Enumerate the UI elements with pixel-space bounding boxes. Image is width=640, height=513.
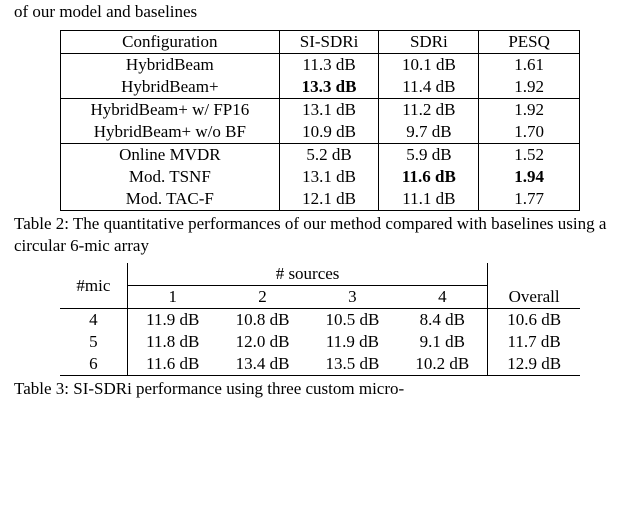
src-col-1: 1 xyxy=(127,286,217,309)
cell-sisdri: 13.3 dB xyxy=(279,76,379,99)
src-col-2: 2 xyxy=(218,286,308,309)
cell-src-4: 8.4 dB xyxy=(397,309,487,332)
table-3-row: 511.8 dB12.0 dB11.9 dB9.1 dB11.7 dB xyxy=(60,331,580,353)
cell-mic: 4 xyxy=(60,309,127,332)
cell-pesq: 1.70 xyxy=(479,121,580,144)
mic-header: #mic xyxy=(60,263,127,309)
cell-src-3: 10.5 dB xyxy=(307,309,397,332)
cell-sdri: 11.6 dB xyxy=(379,166,479,188)
table-3-caption: Table 3: SI-SDRi performance using three… xyxy=(14,378,626,400)
cell-src-1: 11.9 dB xyxy=(127,309,217,332)
cell-sisdri: 10.9 dB xyxy=(279,121,379,144)
col-sdri: SDRi xyxy=(379,31,479,54)
cell-sisdri: 13.1 dB xyxy=(279,99,379,122)
cell-pesq: 1.52 xyxy=(479,144,580,167)
cell-config: Mod. TSNF xyxy=(61,166,280,188)
table-3: #mic # sources 1 2 3 4 Overall 411.9 dB1… xyxy=(60,263,580,376)
cell-config: HybridBeam+ w/o BF xyxy=(61,121,280,144)
overall-header-blank xyxy=(488,263,580,286)
table-3-row: 611.6 dB13.4 dB13.5 dB10.2 dB12.9 dB xyxy=(60,353,580,376)
table-2-caption: Table 2: The quantitative performances o… xyxy=(14,213,626,257)
cell-mic: 5 xyxy=(60,331,127,353)
table-2-row: HybridBeam11.3 dB10.1 dB1.61 xyxy=(61,54,580,77)
table-3-header-row-1: #mic # sources xyxy=(60,263,580,286)
cell-src-4: 10.2 dB xyxy=(397,353,487,376)
cell-src-2: 13.4 dB xyxy=(218,353,308,376)
cell-src-3: 13.5 dB xyxy=(307,353,397,376)
sources-header: # sources xyxy=(127,263,487,286)
overall-header: Overall xyxy=(488,286,580,309)
table-2-row: HybridBeam+ w/o BF10.9 dB9.7 dB1.70 xyxy=(61,121,580,144)
cell-pesq: 1.61 xyxy=(479,54,580,77)
table-2-row: HybridBeam+ w/ FP1613.1 dB11.2 dB1.92 xyxy=(61,99,580,122)
cell-sdri: 11.4 dB xyxy=(379,76,479,99)
cell-overall: 12.9 dB xyxy=(488,353,580,376)
table-2: Configuration SI-SDRi SDRi PESQ HybridBe… xyxy=(60,30,580,211)
text-fragment-top: of our model and baselines xyxy=(14,2,626,22)
cell-sdri: 10.1 dB xyxy=(379,54,479,77)
cell-src-3: 11.9 dB xyxy=(307,331,397,353)
cell-mic: 6 xyxy=(60,353,127,376)
cell-src-1: 11.8 dB xyxy=(127,331,217,353)
cell-pesq: 1.92 xyxy=(479,99,580,122)
cell-config: HybridBeam xyxy=(61,54,280,77)
table-2-header-row: Configuration SI-SDRi SDRi PESQ xyxy=(61,31,580,54)
cell-config: Online MVDR xyxy=(61,144,280,167)
cell-src-1: 11.6 dB xyxy=(127,353,217,376)
cell-sdri: 11.2 dB xyxy=(379,99,479,122)
cell-sisdri: 5.2 dB xyxy=(279,144,379,167)
table-2-row: Online MVDR5.2 dB5.9 dB1.52 xyxy=(61,144,580,167)
table-2-row: Mod. TAC-F12.1 dB11.1 dB1.77 xyxy=(61,188,580,211)
col-config: Configuration xyxy=(61,31,280,54)
src-col-3: 3 xyxy=(307,286,397,309)
cell-pesq: 1.92 xyxy=(479,76,580,99)
cell-overall: 10.6 dB xyxy=(488,309,580,332)
table-3-row: 411.9 dB10.8 dB10.5 dB8.4 dB10.6 dB xyxy=(60,309,580,332)
cell-sdri: 11.1 dB xyxy=(379,188,479,211)
col-pesq: PESQ xyxy=(479,31,580,54)
cell-config: HybridBeam+ xyxy=(61,76,280,99)
cell-src-4: 9.1 dB xyxy=(397,331,487,353)
table-2-row: Mod. TSNF13.1 dB11.6 dB1.94 xyxy=(61,166,580,188)
col-sisdri: SI-SDRi xyxy=(279,31,379,54)
cell-sdri: 5.9 dB xyxy=(379,144,479,167)
cell-sisdri: 12.1 dB xyxy=(279,188,379,211)
table-3-header-row-2: 1 2 3 4 Overall xyxy=(60,286,580,309)
src-col-4: 4 xyxy=(397,286,487,309)
cell-sisdri: 11.3 dB xyxy=(279,54,379,77)
cell-overall: 11.7 dB xyxy=(488,331,580,353)
cell-sisdri: 13.1 dB xyxy=(279,166,379,188)
cell-pesq: 1.94 xyxy=(479,166,580,188)
table-2-row: HybridBeam+13.3 dB11.4 dB1.92 xyxy=(61,76,580,99)
cell-src-2: 12.0 dB xyxy=(218,331,308,353)
cell-config: HybridBeam+ w/ FP16 xyxy=(61,99,280,122)
cell-config: Mod. TAC-F xyxy=(61,188,280,211)
cell-sdri: 9.7 dB xyxy=(379,121,479,144)
cell-pesq: 1.77 xyxy=(479,188,580,211)
cell-src-2: 10.8 dB xyxy=(218,309,308,332)
